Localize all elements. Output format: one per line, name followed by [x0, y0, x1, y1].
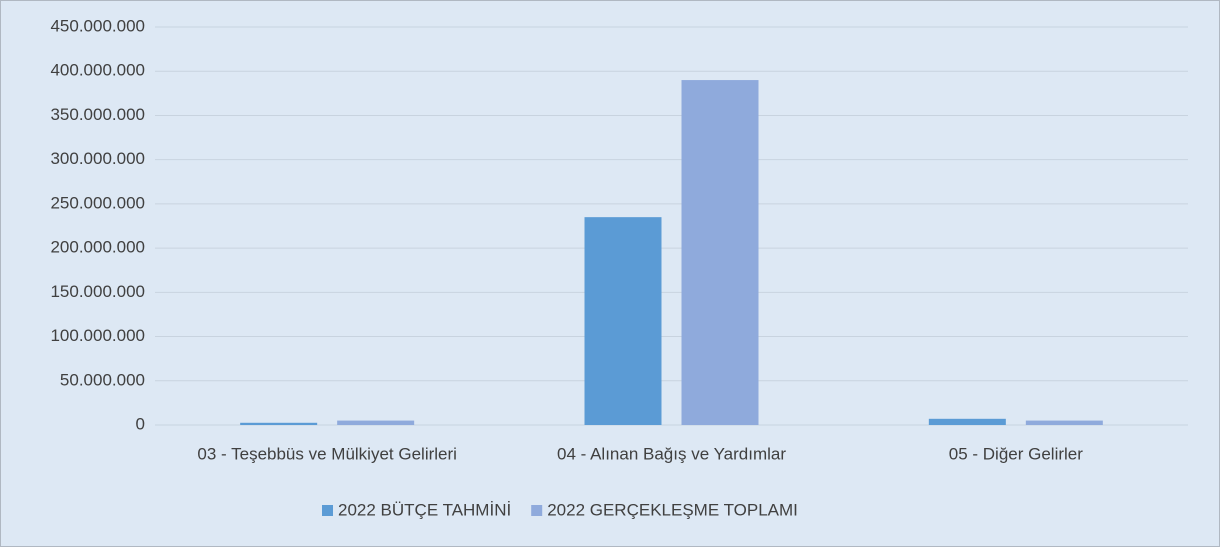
y-tick-label: 100.000.000 — [50, 326, 145, 345]
x-tick-label: 05 - Diğer Gelirler — [949, 444, 1083, 463]
bar — [584, 217, 662, 425]
bar — [240, 422, 318, 425]
y-tick-label: 0 — [136, 414, 145, 433]
legend-label: 2022 BÜTÇE TAHMİNİ — [338, 500, 511, 519]
legend-swatch — [322, 505, 333, 516]
bar — [337, 420, 415, 425]
x-tick-label: 03 - Teşebbüs ve Mülkiyet Gelirleri — [197, 444, 457, 463]
legend-label: 2022 GERÇEKLEŞME TOPLAMI — [547, 500, 798, 519]
y-tick-label: 50.000.000 — [60, 370, 145, 389]
y-tick-label: 300.000.000 — [50, 149, 145, 168]
y-tick-label: 200.000.000 — [50, 238, 145, 257]
legend-swatch — [531, 505, 543, 516]
y-tick-label: 250.000.000 — [50, 193, 145, 212]
bar — [681, 80, 759, 426]
y-tick-label: 450.000.000 — [50, 16, 145, 35]
bar — [1025, 420, 1103, 425]
y-tick-label: 400.000.000 — [50, 61, 145, 80]
y-tick-label: 150.000.000 — [50, 282, 145, 301]
x-tick-label: 04 - Alınan Bağış ve Yardımlar — [557, 444, 786, 463]
y-tick-label: 350.000.000 — [50, 105, 145, 124]
bar — [928, 418, 1006, 425]
